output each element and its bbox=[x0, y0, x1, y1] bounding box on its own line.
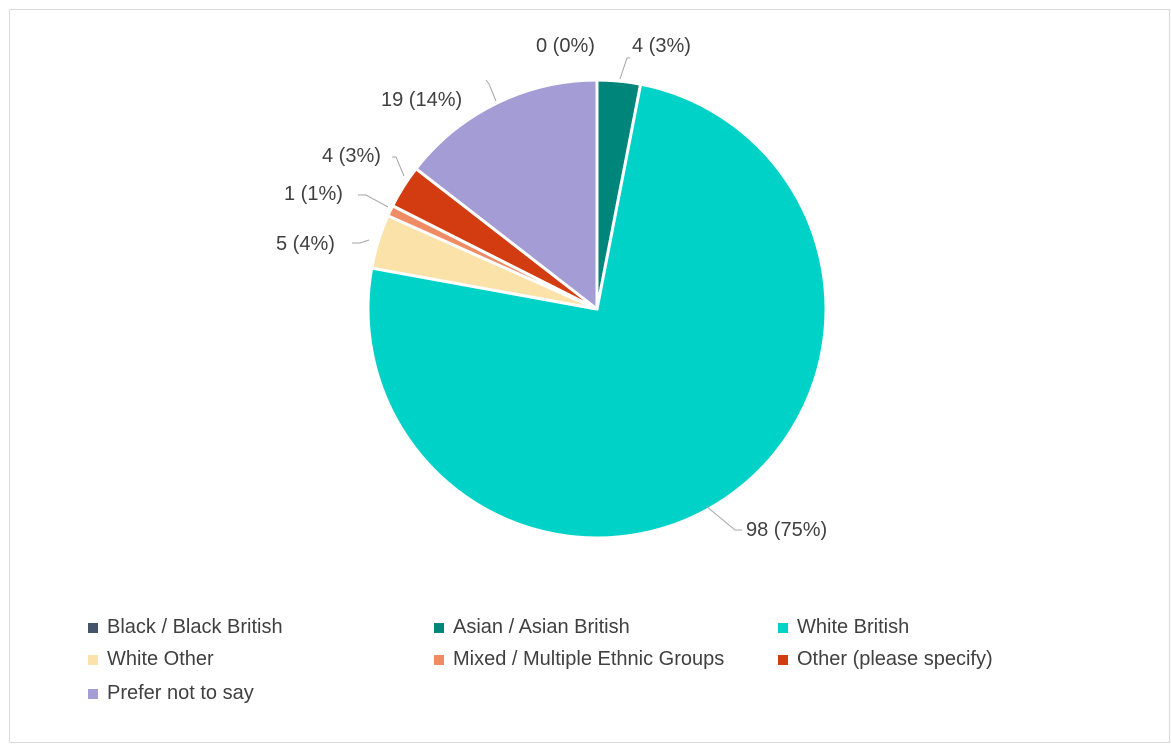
legend-swatch bbox=[434, 654, 444, 665]
data-label: 19 (14%) bbox=[381, 89, 462, 111]
legend-label: Asian / Asian British bbox=[453, 616, 630, 638]
legend-item: White Other bbox=[88, 648, 214, 671]
legend-swatch bbox=[434, 622, 444, 633]
legend-item: Asian / Asian British bbox=[434, 616, 630, 639]
legend-label: Mixed / Multiple Ethnic Groups bbox=[453, 648, 725, 670]
data-label: 5 (4%) bbox=[276, 233, 335, 255]
legend-item: Prefer not to say bbox=[88, 682, 254, 705]
legend-swatch bbox=[778, 622, 788, 633]
pie-slice bbox=[366, 82, 828, 540]
data-label: 4 (3%) bbox=[322, 145, 381, 167]
legend-label: White British bbox=[797, 616, 910, 638]
leader-line bbox=[705, 505, 742, 531]
legend-swatch bbox=[778, 654, 788, 665]
legend-item: White British bbox=[778, 616, 909, 639]
leader-line bbox=[485, 79, 497, 102]
legend-item: Black / Black British bbox=[88, 616, 283, 639]
data-label: 0 (0%) bbox=[536, 35, 595, 57]
leader-line bbox=[352, 239, 370, 244]
pie-slice bbox=[414, 78, 599, 311]
legend-swatch bbox=[88, 622, 98, 633]
legend-label: Other (please specify) bbox=[797, 648, 993, 670]
data-label: 4 (3%) bbox=[632, 35, 691, 57]
legend-swatch bbox=[88, 688, 98, 699]
leader-line bbox=[619, 57, 630, 80]
legend-item: Mixed / Multiple Ethnic Groups bbox=[434, 648, 724, 671]
legend-label: White Other bbox=[107, 648, 214, 670]
leader-line bbox=[392, 156, 405, 177]
legend-label: Black / Black British bbox=[107, 616, 283, 638]
legend-swatch bbox=[88, 654, 98, 665]
data-label: 1 (1%) bbox=[284, 183, 343, 205]
legend-label: Prefer not to say bbox=[107, 682, 254, 704]
leader-line bbox=[358, 194, 389, 208]
legend-item: Other (please specify) bbox=[778, 648, 993, 671]
data-label: 98 (75%) bbox=[746, 519, 827, 541]
